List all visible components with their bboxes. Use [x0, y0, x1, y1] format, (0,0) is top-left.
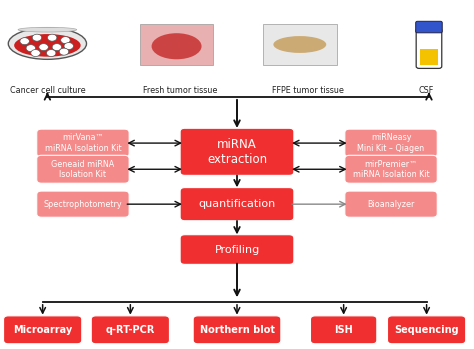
Ellipse shape: [9, 28, 86, 59]
Text: mirVana™
miRNA Isolation Kit: mirVana™ miRNA Isolation Kit: [45, 133, 121, 153]
FancyBboxPatch shape: [416, 28, 442, 68]
Circle shape: [31, 50, 40, 57]
Ellipse shape: [14, 34, 81, 57]
FancyBboxPatch shape: [180, 188, 294, 221]
Text: Northern blot: Northern blot: [200, 325, 274, 335]
Text: Fresh tumor tissue: Fresh tumor tissue: [143, 86, 217, 95]
FancyBboxPatch shape: [345, 155, 437, 183]
Text: mirPremier™
miRNA Isolation Kit: mirPremier™ miRNA Isolation Kit: [353, 159, 429, 179]
Text: Spectrophotometry: Spectrophotometry: [44, 200, 122, 209]
FancyBboxPatch shape: [180, 235, 294, 265]
Circle shape: [59, 48, 69, 55]
FancyBboxPatch shape: [180, 128, 294, 176]
FancyBboxPatch shape: [36, 155, 129, 183]
Ellipse shape: [18, 27, 77, 32]
Bar: [420, 49, 438, 65]
FancyBboxPatch shape: [416, 21, 442, 33]
Ellipse shape: [273, 36, 326, 53]
FancyBboxPatch shape: [4, 316, 82, 344]
FancyBboxPatch shape: [345, 191, 437, 217]
FancyBboxPatch shape: [387, 316, 465, 344]
Bar: [263, 24, 337, 65]
Circle shape: [26, 45, 36, 52]
Text: FFPE tumor tissue: FFPE tumor tissue: [272, 86, 344, 95]
Text: Microarray: Microarray: [13, 325, 72, 335]
Text: Bioanalyzer: Bioanalyzer: [367, 200, 415, 209]
Text: miRNA
extraction: miRNA extraction: [207, 138, 267, 166]
Text: Profiling: Profiling: [214, 245, 260, 254]
Circle shape: [32, 34, 42, 41]
Text: Cancer cell culture: Cancer cell culture: [9, 86, 85, 95]
FancyBboxPatch shape: [193, 316, 281, 344]
FancyBboxPatch shape: [36, 191, 129, 217]
Text: q-RT-PCR: q-RT-PCR: [106, 325, 155, 335]
FancyBboxPatch shape: [345, 129, 437, 157]
Ellipse shape: [152, 33, 201, 59]
Text: CSF: CSF: [419, 86, 434, 95]
Circle shape: [52, 44, 62, 51]
Bar: [140, 24, 213, 65]
Text: Geneaid miRNA
Isolation Kit: Geneaid miRNA Isolation Kit: [51, 159, 115, 179]
Circle shape: [39, 44, 48, 51]
Circle shape: [46, 50, 56, 57]
Circle shape: [64, 43, 73, 50]
FancyBboxPatch shape: [91, 316, 169, 344]
Circle shape: [61, 37, 70, 44]
Text: miRNeasy
Mini Kit – Qiagen: miRNeasy Mini Kit – Qiagen: [357, 133, 425, 153]
Circle shape: [20, 38, 29, 45]
Text: ISH: ISH: [334, 325, 353, 335]
Text: quantification: quantification: [199, 199, 275, 209]
FancyBboxPatch shape: [36, 129, 129, 157]
FancyBboxPatch shape: [310, 316, 377, 344]
Circle shape: [47, 34, 57, 41]
Text: Sequencing: Sequencing: [394, 325, 459, 335]
